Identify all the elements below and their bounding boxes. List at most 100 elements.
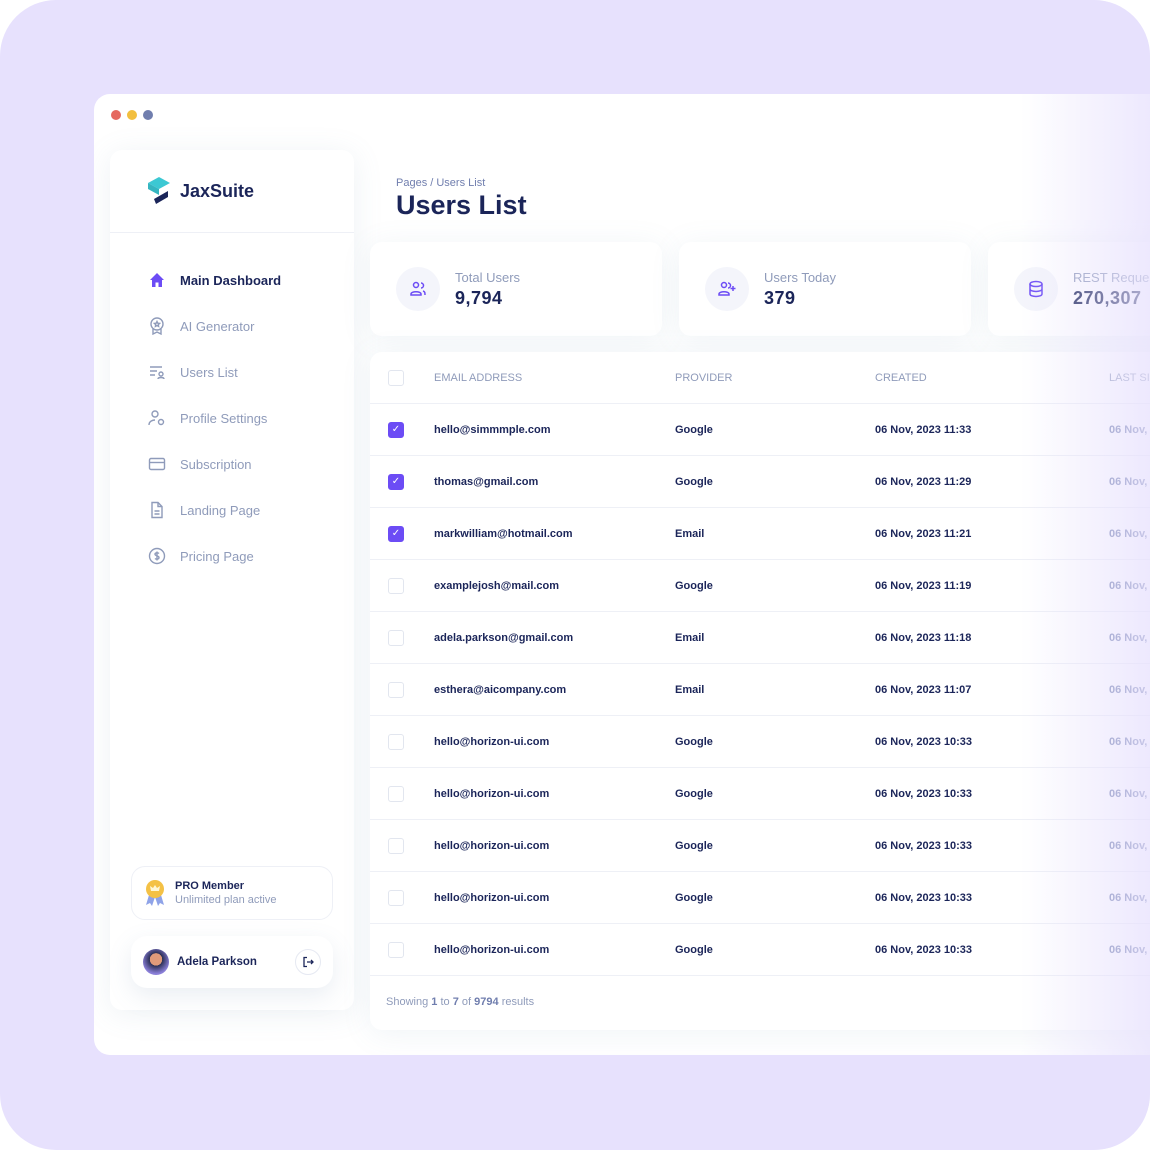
avatar[interactable]: [143, 949, 169, 975]
table-row[interactable]: hello@horizon-ui.com Google 06 Nov, 2023…: [370, 872, 1150, 924]
sidebar-item-label: Profile Settings: [180, 410, 268, 426]
pro-member-card[interactable]: PRO Member Unlimited plan active: [131, 866, 333, 920]
table-header: EMAIL ADDRESS PROVIDER CREATED LAST SIGN…: [370, 352, 1150, 404]
sidebar-item-subscription[interactable]: Subscription: [110, 441, 354, 487]
table-row[interactable]: adela.parkson@gmail.com Email 06 Nov, 20…: [370, 612, 1150, 664]
row-checkbox[interactable]: ✓: [388, 421, 404, 438]
created-cell: 06 Nov, 2023 11:19: [875, 579, 972, 592]
provider-cell: Google: [675, 735, 713, 748]
window-controls: [111, 110, 153, 120]
email-cell: thomas@gmail.com: [434, 475, 539, 488]
last-signed-in-cell: 06 Nov,: [1109, 683, 1148, 696]
sidebar-item-label: Subscription: [180, 456, 252, 472]
table-row[interactable]: hello@horizon-ui.com Google 06 Nov, 2023…: [370, 716, 1150, 768]
logo[interactable]: JaxSuite: [110, 150, 354, 233]
created-cell: 06 Nov, 2023 10:33: [875, 735, 973, 748]
last-signed-in-cell: 06 Nov,: [1109, 527, 1148, 540]
last-signed-in-cell: 06 Nov,: [1109, 943, 1148, 956]
credit-card-icon: [148, 457, 166, 471]
stat-value: 379: [764, 287, 796, 308]
row-checkbox[interactable]: [388, 577, 404, 594]
sidebar-item-ai-generator[interactable]: AI Generator: [110, 303, 354, 349]
sidebar-nav: Main Dashboard AI Generator Users List P…: [110, 233, 354, 579]
sidebar-item-label: Main Dashboard: [180, 272, 282, 288]
email-cell: markwilliam@hotmail.com: [434, 527, 573, 540]
app-window: JaxSuite Main Dashboard AI Generator Use…: [94, 94, 1150, 1055]
user-name: Adela Parkson: [177, 956, 257, 968]
minimize-dot[interactable]: [127, 110, 137, 120]
sidebar-item-profile-settings[interactable]: Profile Settings: [110, 395, 354, 441]
maximize-dot[interactable]: [143, 110, 153, 120]
sidebar-item-landing-page[interactable]: Landing Page: [110, 487, 354, 533]
provider-cell: Google: [675, 579, 713, 592]
sidebar-item-pricing-page[interactable]: Pricing Page: [110, 533, 354, 579]
column-header-provider[interactable]: PROVIDER: [675, 371, 733, 384]
provider-cell: Google: [675, 787, 713, 800]
created-cell: 06 Nov, 2023 11:29: [875, 475, 972, 488]
row-checkbox[interactable]: ✓: [388, 473, 404, 490]
row-checkbox[interactable]: [388, 941, 404, 958]
table-row[interactable]: hello@horizon-ui.com Google 06 Nov, 2023…: [370, 820, 1150, 872]
table-row[interactable]: hello@horizon-ui.com Google 06 Nov, 2023…: [370, 924, 1150, 976]
last-signed-in-cell: 06 Nov,: [1109, 891, 1148, 904]
table-row[interactable]: ✓ thomas@gmail.com Google 06 Nov, 2023 1…: [370, 456, 1150, 508]
sidebar-item-main-dashboard[interactable]: Main Dashboard: [110, 257, 354, 303]
provider-cell: Email: [675, 631, 705, 644]
email-cell: esthera@aicompany.com: [434, 683, 567, 696]
column-header-last-signed-in[interactable]: LAST SIGNED IN: [1109, 371, 1150, 384]
email-cell: hello@horizon-ui.com: [434, 943, 550, 956]
row-checkbox[interactable]: [388, 681, 404, 698]
provider-cell: Google: [675, 475, 713, 488]
created-cell: 06 Nov, 2023 11:07: [875, 683, 972, 696]
badge-icon: [146, 880, 164, 906]
row-checkbox[interactable]: [388, 629, 404, 646]
column-header-email[interactable]: EMAIL ADDRESS: [434, 371, 523, 384]
user-gear-icon: [148, 410, 165, 426]
logout-button[interactable]: [295, 949, 321, 975]
last-signed-in-cell: 06 Nov,: [1109, 475, 1148, 488]
table-row[interactable]: hello@horizon-ui.com Google 06 Nov, 2023…: [370, 768, 1150, 820]
created-cell: 06 Nov, 2023 11:33: [875, 423, 972, 436]
created-cell: 06 Nov, 2023 10:33: [875, 839, 973, 852]
table-row[interactable]: ✓ markwilliam@hotmail.com Email 06 Nov, …: [370, 508, 1150, 560]
created-cell: 06 Nov, 2023 10:33: [875, 943, 973, 956]
row-checkbox[interactable]: [388, 733, 404, 750]
close-dot[interactable]: [111, 110, 121, 120]
last-signed-in-cell: 06 Nov,: [1109, 735, 1148, 748]
sidebar-item-label: AI Generator: [180, 318, 255, 334]
select-all-checkbox[interactable]: [388, 369, 404, 386]
row-checkbox[interactable]: [388, 785, 404, 802]
sidebar: JaxSuite Main Dashboard AI Generator Use…: [110, 150, 354, 1010]
sidebar-item-users-list[interactable]: Users List: [110, 349, 354, 395]
sidebar-item-label: Pricing Page: [180, 548, 254, 564]
logo-icon: [148, 177, 170, 204]
users-table: EMAIL ADDRESS PROVIDER CREATED LAST SIGN…: [370, 352, 1150, 1030]
column-header-created[interactable]: CREATED: [875, 371, 927, 384]
pagination-summary: Showing 1 to 7 of 9794 results: [386, 996, 535, 1008]
row-checkbox[interactable]: ✓: [388, 525, 404, 542]
breadcrumb[interactable]: Pages / Users List: [396, 177, 486, 189]
stat-value: 9,794: [455, 287, 503, 308]
pro-subtitle: Unlimited plan active: [175, 894, 277, 906]
email-cell: examplejosh@mail.com: [434, 579, 560, 592]
email-cell: hello@horizon-ui.com: [434, 891, 550, 904]
email-cell: hello@horizon-ui.com: [434, 839, 550, 852]
home-icon: [150, 273, 164, 287]
created-cell: 06 Nov, 2023 11:18: [875, 631, 972, 644]
last-signed-in-cell: 06 Nov,: [1109, 839, 1148, 852]
row-checkbox[interactable]: [388, 837, 404, 854]
provider-cell: Google: [675, 943, 713, 956]
brand-name: JaxSuite: [180, 180, 255, 201]
table-row[interactable]: esthera@aicompany.com Email 06 Nov, 2023…: [370, 664, 1150, 716]
provider-cell: Google: [675, 891, 713, 904]
last-signed-in-cell: 06 Nov,: [1109, 423, 1148, 436]
stat-card-rest-requests: REST Requests 270,307: [988, 242, 1150, 336]
table-row[interactable]: examplejosh@mail.com Google 06 Nov, 2023…: [370, 560, 1150, 612]
table-row[interactable]: ✓ hello@simmmple.com Google 06 Nov, 2023…: [370, 404, 1150, 456]
user-profile[interactable]: Adela Parkson: [131, 936, 333, 988]
row-checkbox[interactable]: [388, 889, 404, 906]
provider-cell: Google: [675, 423, 713, 436]
last-signed-in-cell: 06 Nov,: [1109, 579, 1148, 592]
pro-title: PRO Member: [175, 880, 245, 892]
